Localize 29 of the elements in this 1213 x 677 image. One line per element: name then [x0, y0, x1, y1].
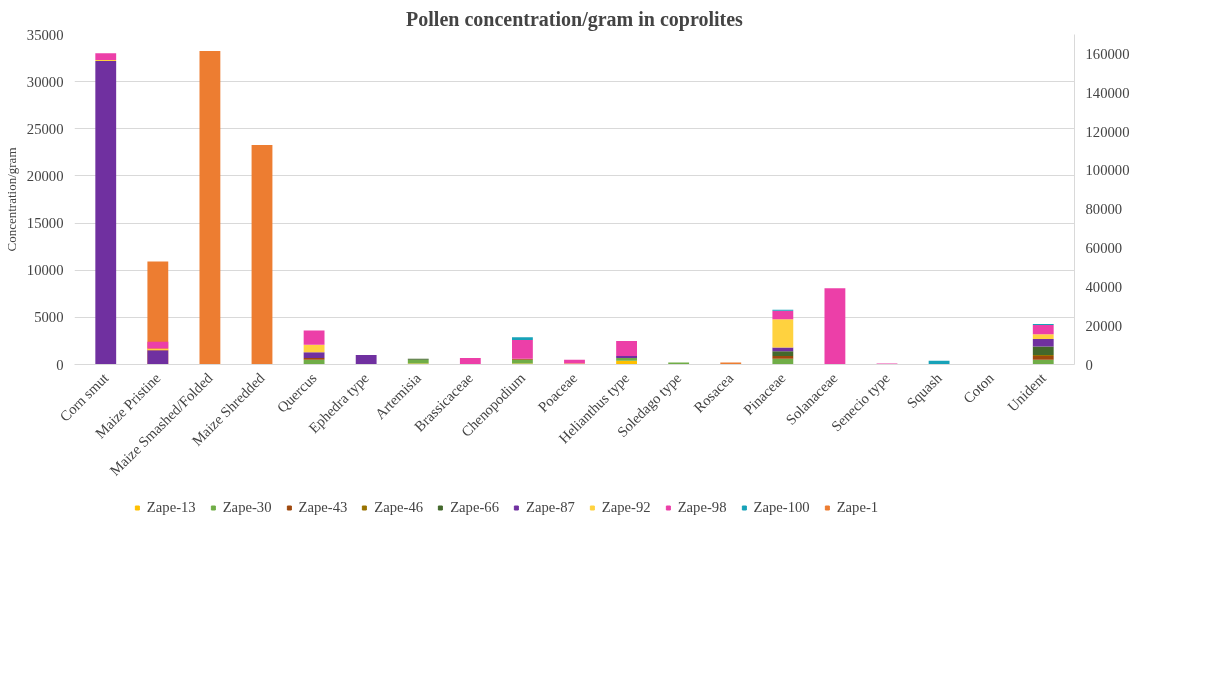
- y-tick-label: 15000: [26, 215, 64, 232]
- legend-label: Zape-1: [836, 498, 879, 516]
- y2-tick-label: 0: [1085, 356, 1093, 373]
- legend-label: Zape-87: [525, 498, 575, 516]
- y-tick-label: 0: [56, 356, 64, 373]
- legend-label: Zape-66: [450, 498, 499, 516]
- y2-tick-label: 60000: [1085, 240, 1123, 257]
- y2-tick-label: 40000: [1085, 278, 1123, 295]
- y-tick-label: 35000: [26, 26, 64, 43]
- y-tick-label: 5000: [34, 309, 64, 326]
- y2-tick-label: 20000: [1085, 317, 1123, 334]
- legend-label: Zape-98: [677, 498, 727, 516]
- legend-label: Zape-46: [374, 498, 424, 516]
- y-axis-title: Concentration/gram: [3, 147, 19, 252]
- legend-label: Zape-13: [146, 498, 196, 516]
- legend-label: Zape-30: [222, 498, 272, 516]
- y-tick-label: 25000: [26, 120, 64, 137]
- legend-label: Zape-100: [753, 498, 810, 516]
- y2-tick-label: 160000: [1085, 45, 1130, 62]
- legend-label: Zape-43: [298, 498, 348, 516]
- chart-title: Pollen concentration/gram in coprolites: [406, 7, 744, 31]
- y-tick-label: 10000: [26, 262, 64, 279]
- y2-tick-label: 140000: [1085, 84, 1130, 101]
- y-tick-label: 30000: [26, 73, 64, 90]
- y2-tick-label: 80000: [1085, 201, 1123, 218]
- legend-label: Zape-92: [601, 498, 651, 516]
- y-tick-label: 20000: [26, 167, 64, 184]
- y2-tick-label: 120000: [1085, 123, 1130, 140]
- y2-tick-label: 100000: [1085, 162, 1130, 179]
